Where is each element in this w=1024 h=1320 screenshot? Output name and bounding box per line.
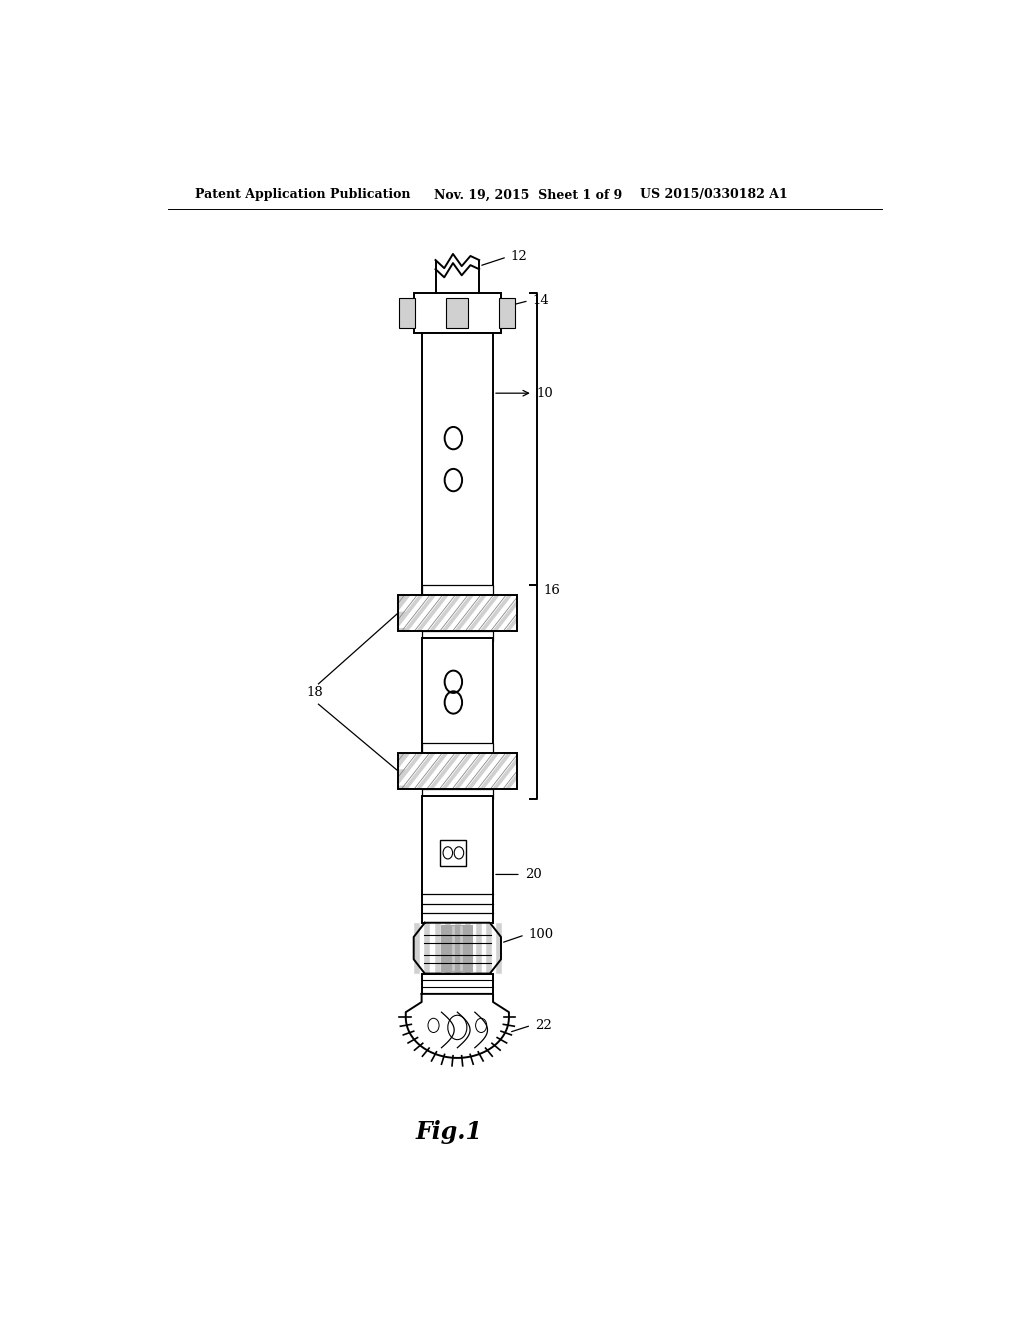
Bar [422, 974, 494, 994]
Bar [422, 333, 494, 595]
Polygon shape [421, 595, 457, 631]
Bar [399, 297, 416, 329]
Bar [397, 752, 517, 788]
Bar [422, 631, 494, 642]
Polygon shape [397, 595, 419, 611]
Bar [441, 925, 473, 972]
Polygon shape [397, 595, 431, 628]
Polygon shape [397, 752, 419, 770]
Text: US 2015/0330182 A1: US 2015/0330182 A1 [640, 189, 787, 202]
Polygon shape [484, 752, 520, 788]
Polygon shape [472, 595, 507, 631]
Polygon shape [446, 752, 482, 788]
Bar [500, 297, 515, 329]
Bar [414, 293, 501, 333]
Polygon shape [510, 779, 524, 788]
Polygon shape [433, 595, 469, 631]
Polygon shape [459, 595, 495, 631]
Text: 10: 10 [537, 387, 553, 400]
Polygon shape [433, 752, 469, 788]
Polygon shape [472, 752, 507, 788]
Polygon shape [497, 763, 524, 788]
Text: Nov. 19, 2015  Sheet 1 of 9: Nov. 19, 2015 Sheet 1 of 9 [433, 189, 622, 202]
Bar [440, 840, 467, 866]
Text: 16: 16 [543, 583, 560, 597]
Bar [422, 788, 494, 799]
Polygon shape [409, 752, 443, 788]
Text: 14: 14 [532, 294, 550, 308]
Polygon shape [421, 752, 457, 788]
Polygon shape [446, 595, 482, 631]
Text: Patent Application Publication: Patent Application Publication [196, 189, 411, 202]
Bar [422, 585, 494, 595]
Text: 20: 20 [524, 869, 542, 880]
Bar [397, 752, 517, 788]
Polygon shape [459, 752, 495, 788]
Bar [397, 595, 517, 631]
Polygon shape [406, 994, 509, 1057]
Polygon shape [397, 752, 431, 785]
Polygon shape [510, 622, 524, 631]
Bar [422, 796, 494, 923]
Bar [435, 260, 479, 293]
Bar [446, 297, 468, 329]
Bar [422, 638, 494, 752]
Bar [422, 743, 494, 752]
Polygon shape [484, 595, 520, 631]
Polygon shape [414, 923, 501, 974]
Text: Fig.1: Fig.1 [416, 1121, 483, 1144]
Polygon shape [497, 606, 524, 631]
Bar [397, 595, 517, 631]
Text: 12: 12 [511, 251, 527, 264]
Text: 100: 100 [528, 928, 554, 941]
Polygon shape [409, 595, 443, 631]
Text: 22: 22 [536, 1019, 552, 1032]
Text: 18: 18 [306, 685, 324, 698]
